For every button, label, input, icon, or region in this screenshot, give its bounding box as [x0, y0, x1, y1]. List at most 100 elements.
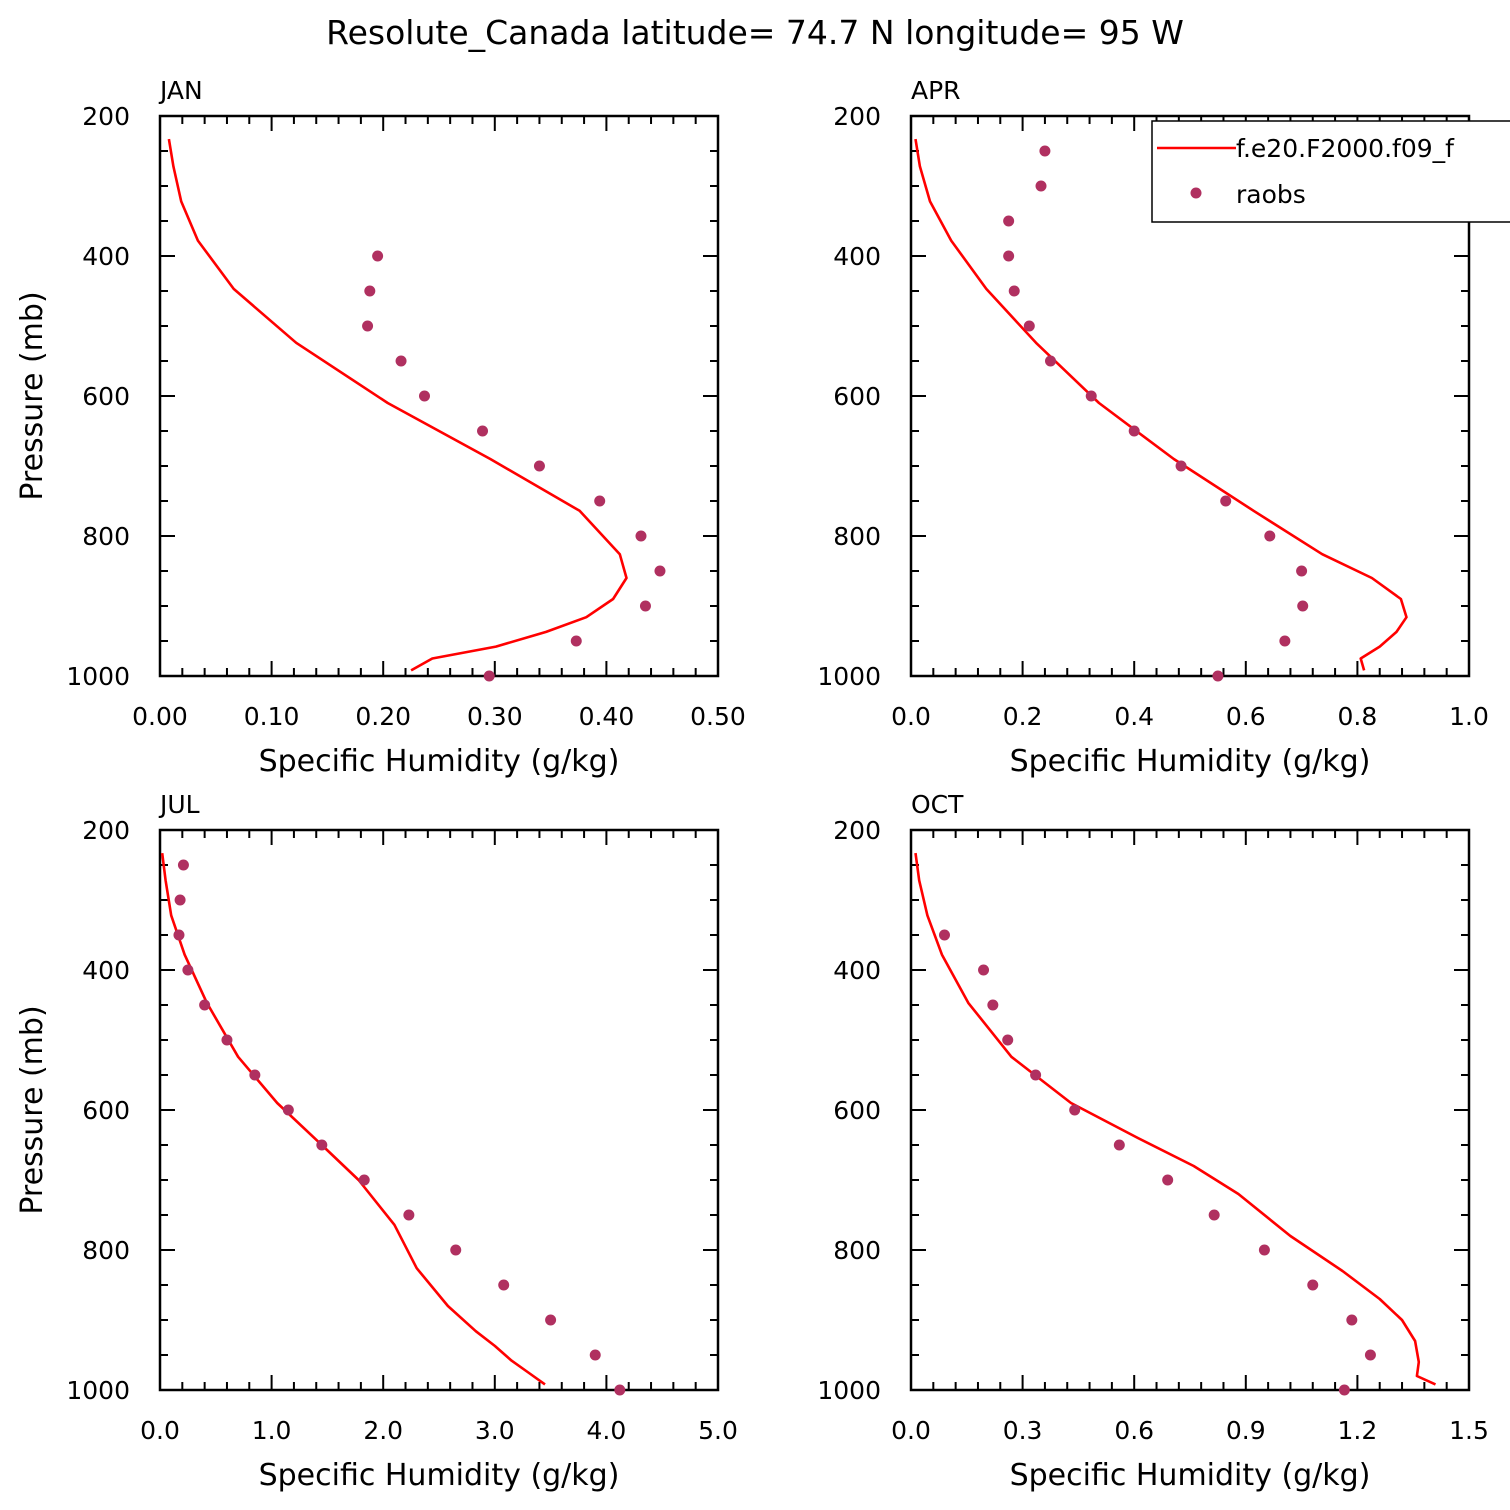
x-tick-label: 1.0	[252, 1416, 292, 1445]
raobs-point	[403, 1209, 415, 1221]
x-tick-label: 0.10	[244, 702, 300, 731]
y-tick-label: 200	[833, 102, 881, 131]
raobs-point	[938, 929, 950, 941]
raobs-point	[1023, 320, 1035, 332]
raobs-point	[639, 600, 651, 612]
raobs-point	[364, 285, 376, 297]
legend-label-model: f.e20.F2000.f09_f	[1236, 134, 1455, 163]
x-axis-label: Specific Humidity (g/kg)	[259, 744, 620, 779]
raobs-point	[1039, 145, 1051, 157]
plot-frame	[158, 114, 720, 678]
y-tick-label: 1000	[66, 662, 130, 691]
legend-box	[1151, 120, 1510, 223]
raobs-point	[987, 999, 999, 1011]
raobs-point	[1220, 495, 1232, 507]
raobs-point	[182, 964, 194, 976]
raobs-point	[177, 859, 189, 871]
x-axis-label: Specific Humidity (g/kg)	[1010, 744, 1371, 779]
panel-jul: JUL 200 400 600 800 1000 0.0 1.0 2.0 3.0 4.0 5.0 Spe…	[15, 790, 738, 1493]
raobs-point	[1307, 1279, 1319, 1291]
legend-label-raobs: raobs	[1236, 180, 1306, 209]
panel-label-jul: JUL	[158, 790, 200, 819]
raobs-point	[1003, 250, 1015, 262]
raobs-point	[498, 1279, 510, 1291]
raobs-point	[635, 530, 647, 542]
x-tick-label: 1.2	[1338, 1416, 1378, 1445]
x-tick-label: 0.2	[1003, 702, 1043, 731]
raobs-point	[1045, 355, 1056, 367]
y-tick-label: 800	[82, 1236, 130, 1265]
legend-marker-swatch	[1190, 187, 1202, 199]
x-tick-label: 0.0	[891, 702, 931, 731]
x-tick-label: 0.6	[1114, 1416, 1154, 1445]
raobs-point	[477, 425, 489, 437]
raobs-point	[199, 999, 211, 1011]
raobs-point	[589, 1349, 601, 1361]
x-tick-label: 0.0	[140, 1416, 180, 1445]
x-tick-label: 1.5	[1449, 1416, 1489, 1445]
raobs-point	[174, 894, 186, 906]
model-line	[160, 852, 546, 1386]
raobs-point	[594, 495, 606, 507]
x-tick-label: 5.0	[698, 1416, 738, 1445]
y-tick-label: 1000	[817, 662, 881, 691]
x-axis-label: Specific Humidity (g/kg)	[259, 1458, 620, 1493]
y-tick-label: 200	[82, 816, 130, 845]
model-line	[914, 852, 1437, 1386]
x-tick-label: 0.50	[690, 702, 746, 731]
raobs-point	[1279, 635, 1291, 647]
y-tick-label: 600	[82, 382, 130, 411]
raobs-point	[1113, 1139, 1125, 1151]
plot-frame	[158, 828, 720, 1392]
y-axis-label: Pressure (mb)	[15, 291, 50, 500]
raobs-point	[173, 929, 185, 941]
x-tick-label: 0.0	[891, 1416, 931, 1445]
y-tick-label: 800	[833, 1236, 881, 1265]
raobs-point	[545, 1314, 557, 1326]
raobs-point	[1128, 425, 1140, 437]
y-tick-label: 400	[82, 956, 130, 985]
x-axis-label: Specific Humidity (g/kg)	[1010, 1458, 1371, 1493]
raobs-point	[1296, 565, 1308, 577]
panel-label-oct: OCT	[911, 790, 964, 819]
panel-apr: APR 200 400 600 800 1000 0.0 0.2 0.4 0.6 0.8 1.0 Spe…	[817, 76, 1489, 779]
x-tick-label: 0.9	[1226, 1416, 1266, 1445]
y-tick-label: 200	[82, 102, 130, 131]
y-tick-label: 800	[833, 522, 881, 551]
raobs-point	[1030, 1069, 1042, 1081]
raobs-point	[1212, 670, 1224, 682]
raobs-point	[1003, 215, 1015, 227]
raobs-point	[450, 1244, 462, 1256]
raobs-point	[654, 565, 666, 577]
raobs-point	[316, 1139, 328, 1151]
raobs-point	[1162, 1174, 1174, 1186]
raobs-point	[1338, 1384, 1350, 1396]
y-tick-label: 600	[833, 382, 881, 411]
y-tick-label: 600	[833, 1096, 881, 1125]
figure-title: Resolute_Canada latitude= 74.7 N longitu…	[326, 13, 1184, 52]
raobs-point	[282, 1104, 294, 1116]
x-tick-label: 0.00	[132, 702, 188, 731]
x-tick-label: 2.0	[363, 1416, 403, 1445]
y-tick-label: 1000	[66, 1376, 130, 1405]
raobs-point	[1035, 180, 1047, 192]
raobs-point	[533, 460, 545, 472]
y-tick-label: 200	[833, 816, 881, 845]
y-tick-label: 400	[82, 242, 130, 271]
x-tick-label: 3.0	[475, 1416, 515, 1445]
raobs-point	[1069, 1104, 1081, 1116]
model-line	[914, 138, 1408, 671]
raobs-point	[362, 320, 374, 332]
x-tick-label: 0.40	[579, 702, 635, 731]
raobs-point	[570, 635, 582, 647]
x-tick-label: 1.0	[1449, 702, 1489, 731]
y-axis-label: Pressure (mb)	[15, 1005, 50, 1214]
panel-oct: OCT 200 400 600 800 1000 0.0 0.3 0.6 0.9 1.2 1.5 Spe…	[817, 790, 1489, 1493]
model-line	[167, 138, 628, 672]
x-tick-label: 0.3	[1003, 1416, 1043, 1445]
raobs-point	[483, 670, 495, 682]
raobs-point	[221, 1034, 233, 1046]
